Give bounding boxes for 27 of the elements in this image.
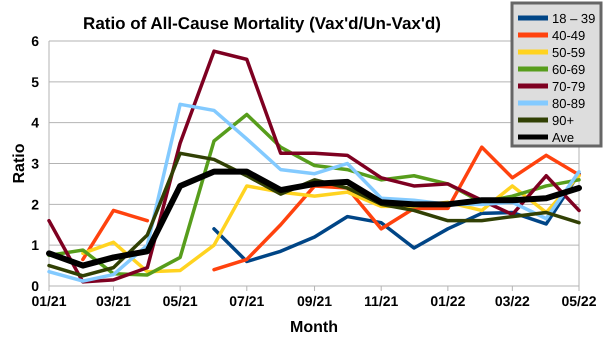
x-tick-label: 03/22 bbox=[494, 293, 530, 309]
y-tick-label: 0 bbox=[31, 278, 40, 294]
x-tick-label: 11/21 bbox=[364, 293, 399, 309]
y-axis-title: Ratio bbox=[11, 143, 28, 184]
chart-title: Ratio of All-Cause Mortality (Vax'd/Un-Vax'd) bbox=[83, 14, 441, 33]
y-tick-label: 3 bbox=[31, 156, 40, 172]
legend-label: Ave bbox=[552, 130, 574, 145]
x-tick-label: 01/21 bbox=[31, 293, 67, 309]
y-tick-label: 4 bbox=[31, 114, 40, 131]
y-tick-label: 2 bbox=[31, 196, 40, 212]
x-tick-label: 09/21 bbox=[297, 293, 332, 309]
legend-label: 40-49 bbox=[552, 28, 586, 43]
legend-label: 70-79 bbox=[552, 79, 586, 94]
x-tick-label: 07/21 bbox=[229, 293, 265, 309]
legend-label: 60-69 bbox=[552, 62, 586, 77]
x-tick-label: 05/21 bbox=[162, 293, 198, 309]
legend-label: 18 – 39 bbox=[552, 11, 596, 26]
x-axis-title: Month bbox=[290, 319, 338, 336]
legend-label: 80-89 bbox=[552, 96, 586, 111]
y-tick-label: 5 bbox=[31, 74, 40, 90]
x-tick-label: 03/21 bbox=[96, 293, 132, 309]
y-tick-label: 6 bbox=[31, 33, 40, 49]
legend-label: 90+ bbox=[552, 113, 574, 128]
x-tick-label: 05/22 bbox=[561, 293, 597, 309]
y-tick-label: 1 bbox=[31, 237, 40, 254]
legend-label: 50-59 bbox=[552, 45, 586, 60]
x-tick-label: 01/22 bbox=[430, 293, 466, 309]
